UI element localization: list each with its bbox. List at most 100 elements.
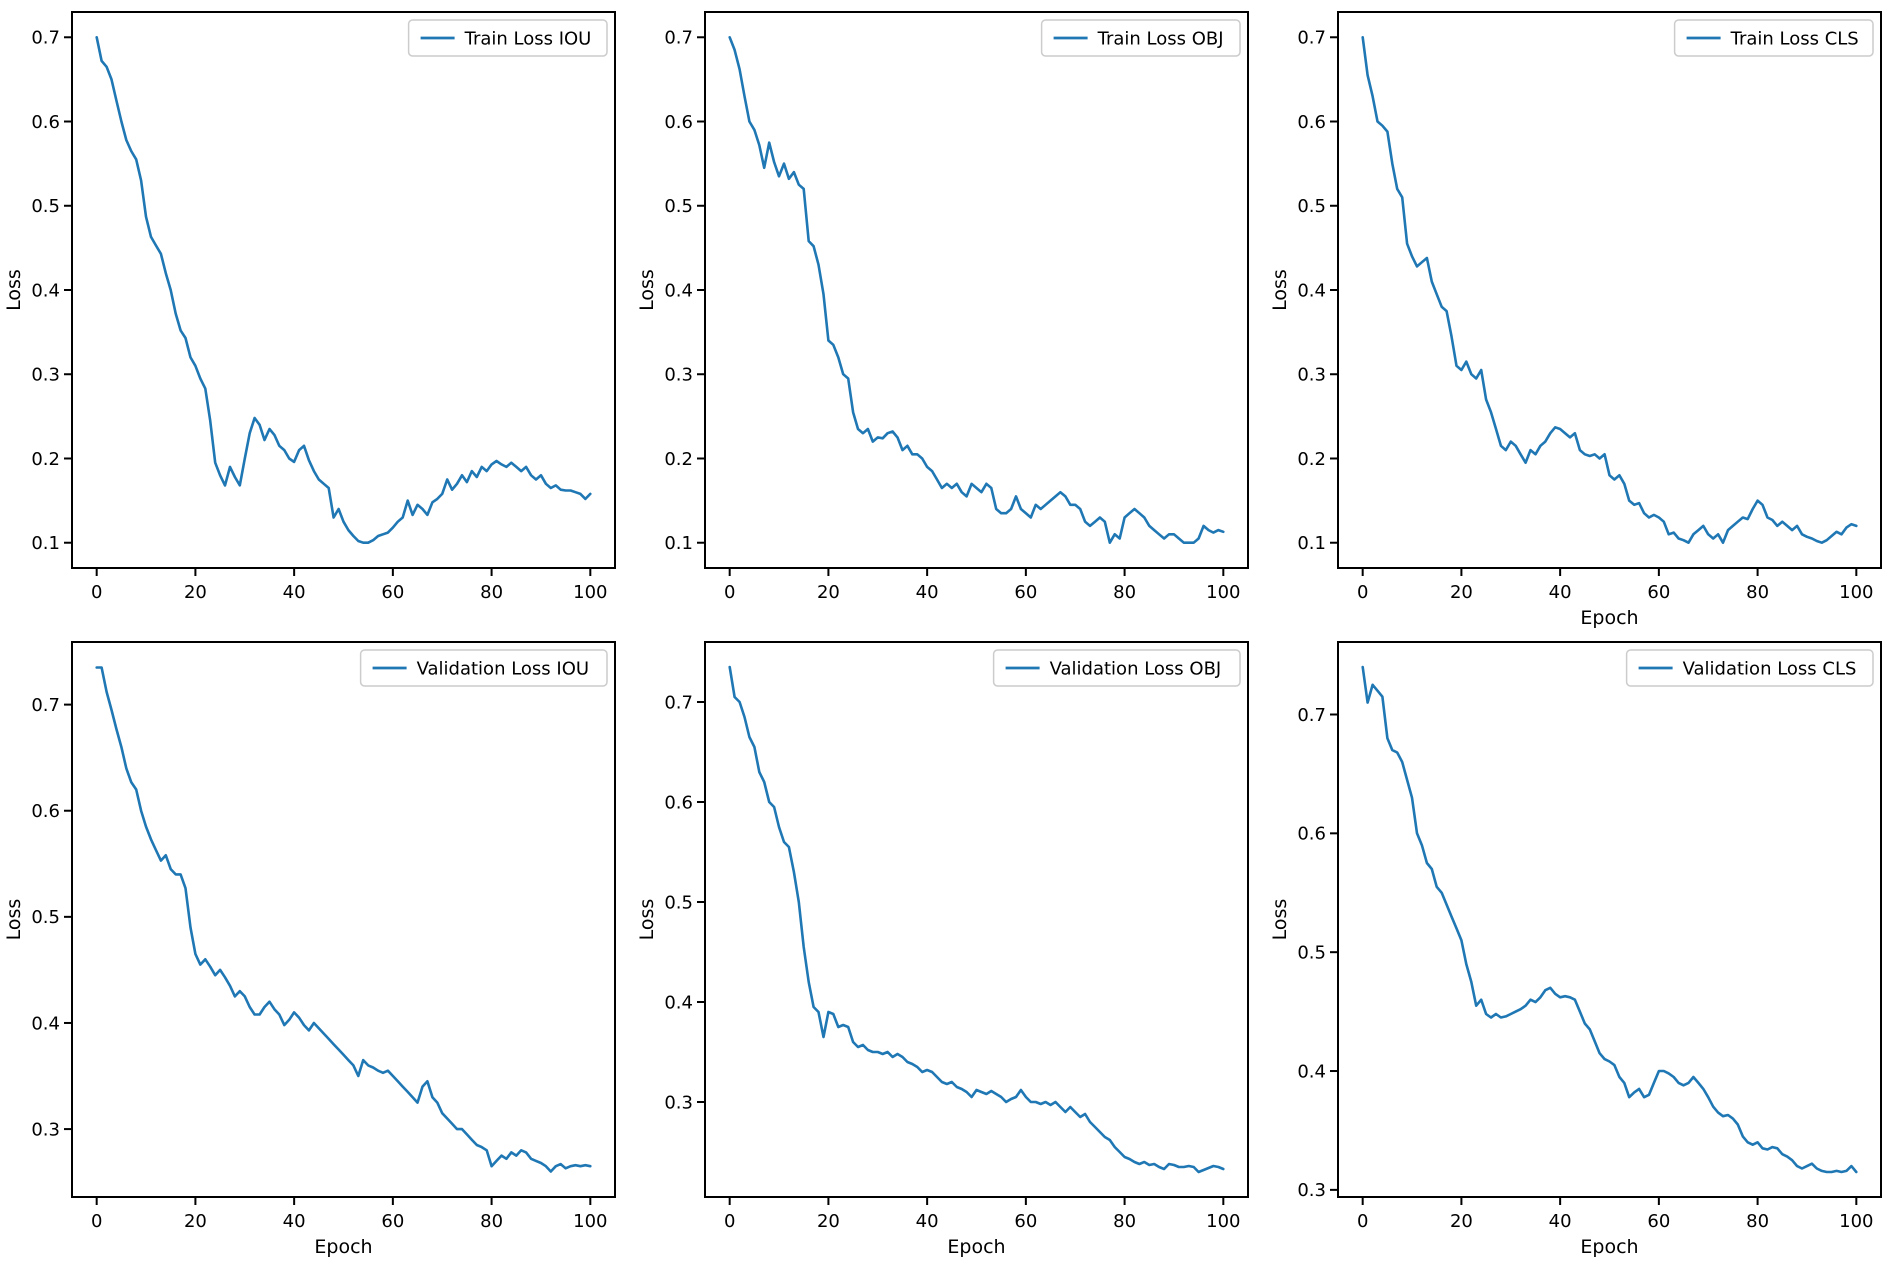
- y-axis-tick-label: 0.7: [664, 28, 693, 49]
- loss-curve-path: [1361, 665, 1858, 1174]
- subplot-train-loss-iou: 0.1 0.2 0.3 0.4 0.5 0.6 0.7 0 20 40 60 80 100 Loss Tra…: [0, 0, 633, 630]
- loss-curve-path: [95, 666, 592, 1173]
- y-axis-tick-label: 0.5: [664, 196, 693, 217]
- loss-curve-path: [728, 665, 1225, 1174]
- y-axis-tick-label: 0.7: [664, 692, 693, 713]
- y-axis-tick-label: 0.7: [31, 695, 60, 716]
- y-axis-tick-label: 0.6: [31, 112, 60, 133]
- x-axis-label: Epoch: [1580, 1236, 1638, 1258]
- x-axis-tick-label: 60: [1014, 1211, 1037, 1232]
- subplot-validation-loss-iou: 0.3 0.4 0.5 0.6 0.7 0 20 40 60 80 100 Loss Epoch Vali…: [0, 630, 633, 1259]
- chart-canvas: 0.1 0.2 0.3 0.4 0.5 0.6 0.7 0 20 40 60 80 100 Loss Tra…: [636, 11, 1249, 603]
- x-axis-tick-label: 40: [1549, 582, 1572, 603]
- loss-curve-path: [95, 36, 592, 544]
- y-axis-tick-label: 0.1: [1297, 533, 1326, 554]
- y-axis-tick-label: 0.3: [31, 1119, 60, 1140]
- x-axis-label: Epoch: [947, 1236, 1005, 1258]
- y-axis-label: Loss: [3, 899, 25, 941]
- x-axis-tick-label: 20: [184, 1211, 207, 1232]
- legend-label: Validation Loss CLS: [1683, 658, 1857, 679]
- y-axis-tick-label: 0.3: [664, 365, 693, 386]
- x-axis-tick-label: 80: [480, 1211, 503, 1232]
- x-axis-tick-label: 80: [480, 582, 503, 603]
- x-axis-tick-label: 20: [184, 582, 207, 603]
- y-axis-tick-label: 0.4: [31, 1013, 60, 1034]
- x-axis-tick-label: 40: [916, 1211, 939, 1232]
- y-axis-tick-label: 0.1: [664, 533, 693, 554]
- y-axis-tick-label: 0.5: [31, 196, 60, 217]
- y-axis-tick-label: 0.6: [1297, 824, 1326, 845]
- x-axis-tick-label: 100: [573, 1211, 607, 1232]
- subplot-validation-loss-cls: 0.3 0.4 0.5 0.6 0.7 0 20 40 60 80 100 Loss Epoch Vali…: [1266, 630, 1899, 1259]
- x-axis-tick-label: 0: [724, 1211, 735, 1232]
- plot-border: [1337, 641, 1882, 1198]
- y-axis-tick-label: 0.4: [1297, 1061, 1326, 1082]
- x-axis-tick-label: 60: [381, 1211, 404, 1232]
- loss-curve-path: [728, 36, 1225, 544]
- plot-border: [1337, 11, 1882, 569]
- y-axis-tick-label: 0.5: [31, 907, 60, 928]
- x-axis-tick-label: 40: [916, 582, 939, 603]
- y-axis-label: Loss: [636, 899, 658, 941]
- y-axis-tick-label: 0.6: [1297, 112, 1326, 133]
- x-axis-tick-label: 0: [1357, 1211, 1368, 1232]
- legend-label: Train Loss OBJ: [1097, 28, 1224, 49]
- chart-canvas: 0.3 0.4 0.5 0.6 0.7 0 20 40 60 80 100 Loss Epoch Vali…: [1269, 641, 1882, 1258]
- legend-box: [407, 19, 608, 57]
- legend-box: [1673, 19, 1874, 57]
- legend-label: Validation Loss IOU: [417, 658, 589, 679]
- x-axis-tick-label: 20: [817, 1211, 840, 1232]
- y-axis-tick-label: 0.7: [31, 28, 60, 49]
- x-axis-tick-label: 100: [1206, 1211, 1240, 1232]
- x-axis-tick-label: 0: [91, 582, 102, 603]
- legend-label: Train Loss IOU: [464, 28, 592, 49]
- y-axis-tick-label: 0.6: [664, 792, 693, 813]
- legend-box: [1040, 19, 1241, 57]
- plot-border: [71, 641, 616, 1198]
- plot-border: [704, 11, 1249, 569]
- x-axis-tick-label: 0: [724, 582, 735, 603]
- x-axis-label: Epoch: [314, 1236, 372, 1258]
- y-axis-tick-label: 0.7: [1297, 28, 1326, 49]
- y-axis-tick-label: 0.7: [1297, 705, 1326, 726]
- x-axis-tick-label: 60: [1647, 1211, 1670, 1232]
- y-axis-tick-label: 0.2: [1297, 449, 1326, 470]
- x-axis-tick-label: 80: [1746, 1211, 1769, 1232]
- y-axis-tick-label: 0.4: [664, 280, 693, 301]
- x-axis-tick-label: 40: [283, 1211, 306, 1232]
- y-axis-tick-label: 0.5: [1297, 196, 1326, 217]
- legend-label: Validation Loss OBJ: [1050, 658, 1222, 679]
- chart-canvas: 0.1 0.2 0.3 0.4 0.5 0.6 0.7 0 20 40 60 80 100 Loss Epo…: [1269, 11, 1882, 629]
- x-axis-tick-label: 100: [1839, 582, 1873, 603]
- x-axis-label: Epoch: [1580, 607, 1638, 629]
- legend-label: Train Loss CLS: [1730, 28, 1859, 49]
- y-axis-label: Loss: [636, 269, 658, 311]
- chart-canvas: 0.3 0.4 0.5 0.6 0.7 0 20 40 60 80 100 Loss Epoch Vali…: [3, 641, 616, 1258]
- x-axis-tick-label: 60: [1014, 582, 1037, 603]
- chart-canvas: 0.1 0.2 0.3 0.4 0.5 0.6 0.7 0 20 40 60 80 100 Loss Tra…: [3, 11, 616, 603]
- legend-box: [1625, 649, 1874, 687]
- x-axis-tick-label: 80: [1113, 582, 1136, 603]
- subplot-train-loss-cls: 0.1 0.2 0.3 0.4 0.5 0.6 0.7 0 20 40 60 80 100 Loss Epo…: [1266, 0, 1899, 630]
- x-axis-tick-label: 40: [1549, 1211, 1572, 1232]
- y-axis-tick-label: 0.4: [1297, 280, 1326, 301]
- x-axis-tick-label: 100: [573, 582, 607, 603]
- y-axis-tick-label: 0.3: [1297, 365, 1326, 386]
- x-axis-tick-label: 60: [381, 582, 404, 603]
- y-axis-tick-label: 0.6: [664, 112, 693, 133]
- x-axis-tick-label: 80: [1746, 582, 1769, 603]
- x-axis-tick-label: 20: [817, 582, 840, 603]
- y-axis-tick-label: 0.4: [664, 992, 693, 1013]
- subplot-validation-loss-obj: 0.3 0.4 0.5 0.6 0.7 0 20 40 60 80 100 Loss Epoch Vali…: [633, 630, 1266, 1259]
- y-axis-label: Loss: [1269, 269, 1291, 311]
- x-axis-tick-label: 0: [91, 1211, 102, 1232]
- loss-curve-path: [1361, 36, 1858, 544]
- y-axis-tick-label: 0.2: [31, 449, 60, 470]
- y-axis-tick-label: 0.1: [31, 533, 60, 554]
- x-axis-tick-label: 0: [1357, 582, 1368, 603]
- y-axis-tick-label: 0.6: [31, 801, 60, 822]
- x-axis-tick-label: 60: [1647, 582, 1670, 603]
- x-axis-tick-label: 20: [1450, 1211, 1473, 1232]
- legend-box: [359, 649, 608, 687]
